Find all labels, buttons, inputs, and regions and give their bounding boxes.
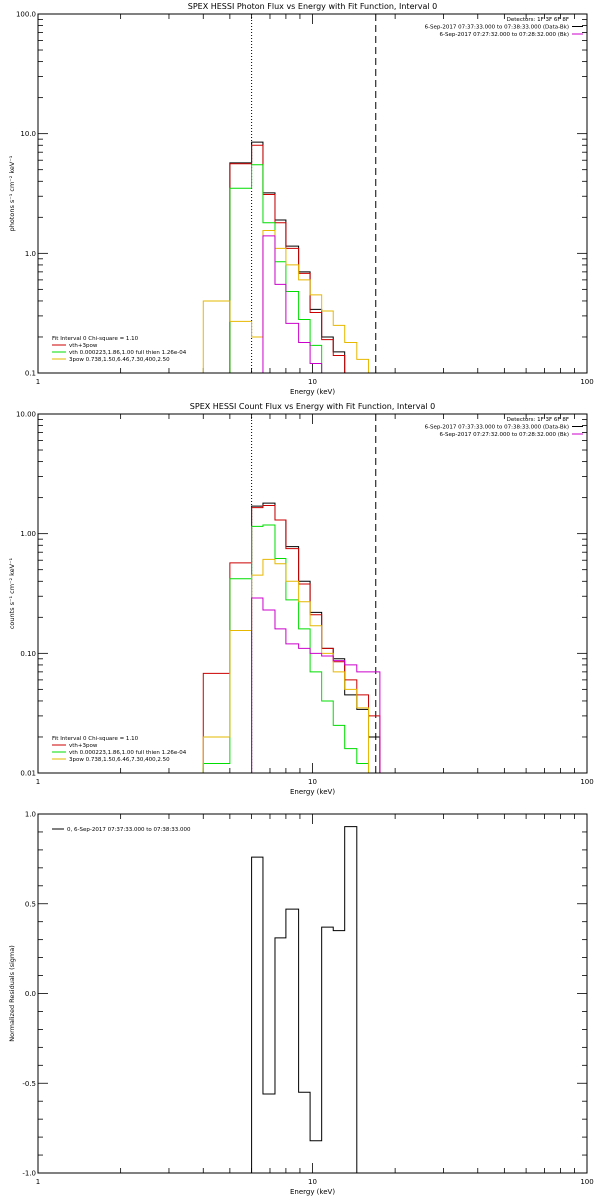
y-tick-label: 10.0 xyxy=(20,130,36,138)
series-line xyxy=(202,524,370,773)
fit-header: Fit Interval 0 Chi-square = 1.10 xyxy=(52,336,139,342)
legend-label: vth+3pow xyxy=(69,743,98,749)
series-line xyxy=(202,230,381,373)
y-tick-label: 1.0 xyxy=(25,811,36,819)
fit-header: Fit Interval 0 Chi-square = 1.10 xyxy=(52,736,139,742)
x-tick-label: 1 xyxy=(36,778,40,786)
y-tick-label: 10.00 xyxy=(16,411,36,419)
series-1 xyxy=(229,144,346,373)
series-line xyxy=(229,141,346,373)
y-tick-label: 0.5 xyxy=(25,900,36,908)
data-layer xyxy=(202,141,381,373)
series-line xyxy=(251,502,381,773)
x-tick-label: 10 xyxy=(308,378,317,386)
series-4 xyxy=(262,235,323,373)
x-tick-label: 10 xyxy=(308,1178,317,1186)
x-tick-label: 10 xyxy=(308,778,317,786)
data-layer xyxy=(251,826,358,1173)
legend-label: vth+3pow xyxy=(69,343,98,349)
series-line xyxy=(229,144,346,373)
y-tick-label: 0.10 xyxy=(20,650,36,658)
info-line: Detectors: 1F 3F 6F 8F xyxy=(507,17,569,23)
legend-label: 3pow 0.738,1.50,6.46,7.30,400,2.50 xyxy=(69,357,170,363)
chart-panel-1: SPEX HESSI Count Flux vs Energy with Fit… xyxy=(8,402,594,796)
y-tick-label: 0.01 xyxy=(20,770,36,778)
info-line: Detectors: 1F 3F 6F 8F xyxy=(507,417,569,423)
y-tick-label: 100.0 xyxy=(16,11,36,19)
info-line: 6-Sep-2017 07:37:33.000 to 07:38:33.000 … xyxy=(425,25,569,31)
series-4 xyxy=(251,597,381,773)
y-tick-label: 1.0 xyxy=(25,250,36,258)
y-tick-label: -1.0 xyxy=(22,1170,36,1178)
x-axis-label: Energy (keV) xyxy=(290,1188,335,1196)
series-2 xyxy=(229,164,334,373)
info-line: 6-Sep-2017 07:37:33.000 to 07:38:33.000 … xyxy=(425,425,569,431)
series-line xyxy=(251,597,381,773)
series-2 xyxy=(202,524,370,773)
y-tick-label: 0.0 xyxy=(25,990,36,998)
x-tick-label: 1 xyxy=(36,1178,40,1186)
plot-frame xyxy=(37,813,588,1174)
series-line xyxy=(251,826,358,1173)
y-tick-label: 1.00 xyxy=(20,530,36,538)
x-tick-label: 1 xyxy=(36,378,40,386)
plot-frame xyxy=(37,13,588,374)
chart-title: SPEX HESSI Count Flux vs Energy with Fit… xyxy=(190,402,435,411)
y-tick-label: -0.5 xyxy=(22,1080,36,1088)
legend-label: vth 0.000223,1.86,1.00 full thien 1.26e-… xyxy=(69,350,187,356)
y-tick-label: 0.1 xyxy=(25,370,36,378)
x-tick-label: 100 xyxy=(580,1178,593,1186)
series-0 xyxy=(229,141,346,373)
x-tick-label: 100 xyxy=(580,778,593,786)
series-0 xyxy=(251,502,381,773)
chart-title: SPEX HESSI Photon Flux vs Energy with Fi… xyxy=(188,2,438,11)
y-axis-label: counts s⁻¹ cm⁻² keV⁻¹ xyxy=(8,557,16,629)
legend-label: 3pow 0.738,1.50,6.46,7.30,400,2.50 xyxy=(69,757,170,763)
x-axis-label: Energy (keV) xyxy=(290,388,335,396)
chart-panel-0: SPEX HESSI Photon Flux vs Energy with Fi… xyxy=(8,2,594,396)
series-3 xyxy=(202,230,381,373)
info-line: 6-Sep-2017 07:27:32.000 to 07:28:32.000 … xyxy=(440,432,570,438)
plot-frame xyxy=(37,413,588,774)
y-axis-label: photons s⁻¹ cm⁻² keV⁻¹ xyxy=(8,155,16,231)
y-axis-label: Normalized Residuals (sigma) xyxy=(8,945,16,1042)
legend-label: 0, 6-Sep-2017 07:37:33.000 to 07:38:33.0… xyxy=(67,827,191,833)
series-line xyxy=(229,164,334,373)
info-line: 6-Sep-2017 07:27:32.000 to 07:28:32.000 … xyxy=(440,32,570,38)
data-layer xyxy=(202,502,381,773)
x-axis-label: Energy (keV) xyxy=(290,788,335,796)
chart-panel-2: 1 10 100 -1.0 -0.5 0.0 0.5 1.0 Energy (keV) Norma… xyxy=(8,811,594,1197)
x-tick-label: 100 xyxy=(580,378,593,386)
series-line xyxy=(262,235,323,373)
legend-label: vth 0.000223,1.86,1.00 full thien 1.26e-… xyxy=(69,750,187,756)
series-0 xyxy=(251,826,358,1173)
